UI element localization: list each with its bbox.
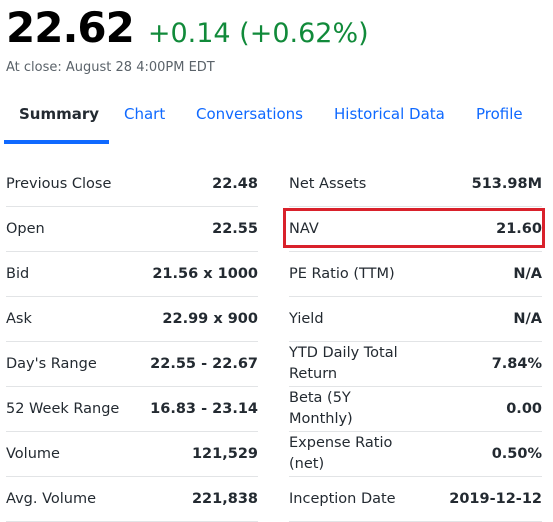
- close-timestamp: At close: August 28 4:00PM EDT: [6, 60, 215, 75]
- stat-value: 221,838: [191, 491, 258, 507]
- stat-value: 513.98M: [471, 176, 542, 192]
- stat-row-beta: Beta (5Y Monthly) 0.00: [289, 387, 542, 432]
- tab-profile[interactable]: Profile: [476, 105, 523, 123]
- stat-value: 2019-12-12: [449, 491, 542, 507]
- stat-label: Day's Range: [6, 355, 97, 372]
- stat-row-52-week-range: 52 Week Range 16.83 - 23.14: [6, 387, 258, 432]
- summary-table-left: Previous Close 22.48 Open 22.55 Bid 21.5…: [6, 162, 258, 522]
- quote-nav-tabs: Summary Chart Conversations Historical D…: [4, 92, 553, 144]
- stat-row-previous-close: Previous Close 22.48: [6, 162, 258, 207]
- stat-row-avg-volume: Avg. Volume 221,838: [6, 477, 258, 522]
- quote-header: 22.62 +0.14 (+0.62%) At close: August 28…: [6, 4, 369, 76]
- stat-value: N/A: [513, 266, 542, 282]
- stat-value: N/A: [513, 311, 542, 327]
- stat-label: NAV: [289, 220, 319, 237]
- stat-value: 22.99 x 900: [162, 311, 258, 327]
- stat-value: 21.56 x 1000: [152, 266, 258, 282]
- stat-label: Net Assets: [289, 175, 367, 192]
- stat-row-expense-ratio: Expense Ratio (net) 0.50%: [289, 432, 542, 477]
- stat-row-nav: NAV 21.60: [289, 207, 542, 252]
- nav-highlight-box: [283, 208, 545, 248]
- stat-label: Open: [6, 220, 45, 237]
- stat-label: Expense Ratio (net): [289, 435, 393, 472]
- stat-label: Inception Date: [289, 490, 396, 507]
- active-tab-indicator: [4, 140, 109, 144]
- stat-value: 22.55: [212, 221, 258, 237]
- stat-value: 121,529: [191, 446, 258, 462]
- stat-value: 16.83 - 23.14: [150, 401, 258, 417]
- stat-row-volume: Volume 121,529: [6, 432, 258, 477]
- price-line: 22.62 +0.14 (+0.62%): [6, 4, 369, 58]
- stat-row-net-assets: Net Assets 513.98M: [289, 162, 542, 207]
- stat-label: Beta (5Y Monthly): [289, 390, 353, 427]
- current-price: 22.62: [6, 3, 135, 52]
- stat-label: Previous Close: [6, 175, 112, 192]
- price-change: +0.14 (+0.62%): [147, 18, 369, 49]
- stat-row-days-range: Day's Range 22.55 - 22.67: [6, 342, 258, 387]
- stat-label: YTD Daily Total Return: [289, 345, 398, 382]
- stat-value: 7.84%: [491, 356, 542, 372]
- stat-label: Avg. Volume: [6, 490, 97, 507]
- stat-label: Volume: [6, 445, 60, 462]
- stat-label: PE Ratio (TTM): [289, 265, 395, 282]
- stat-row-bid: Bid 21.56 x 1000: [6, 252, 258, 297]
- stat-row-ask: Ask 22.99 x 900: [6, 297, 258, 342]
- summary-table-right: Net Assets 513.98M NAV 21.60 PE Ratio (T…: [289, 162, 542, 522]
- stat-row-inception-date: Inception Date 2019-12-12: [289, 477, 542, 522]
- stat-label: Bid: [6, 265, 30, 282]
- stat-value: 21.60: [496, 221, 542, 237]
- stat-value: 0.00: [506, 401, 542, 417]
- stat-row-yield: Yield N/A: [289, 297, 542, 342]
- stat-value: 22.55 - 22.67: [150, 356, 258, 372]
- stat-value: 22.48: [212, 176, 258, 192]
- stat-label: Ask: [6, 310, 32, 327]
- stat-row-open: Open 22.55: [6, 207, 258, 252]
- stat-value: 0.50%: [491, 446, 542, 462]
- stat-label: 52 Week Range: [6, 400, 120, 417]
- stat-label: Yield: [289, 310, 324, 327]
- tab-summary[interactable]: Summary: [19, 105, 100, 123]
- tab-chart[interactable]: Chart: [124, 105, 166, 123]
- stat-row-ytd-return: YTD Daily Total Return 7.84%: [289, 342, 542, 387]
- stat-row-pe-ratio: PE Ratio (TTM) N/A: [289, 252, 542, 297]
- tab-conversations[interactable]: Conversations: [196, 105, 303, 123]
- tab-historical-data[interactable]: Historical Data: [334, 105, 445, 123]
